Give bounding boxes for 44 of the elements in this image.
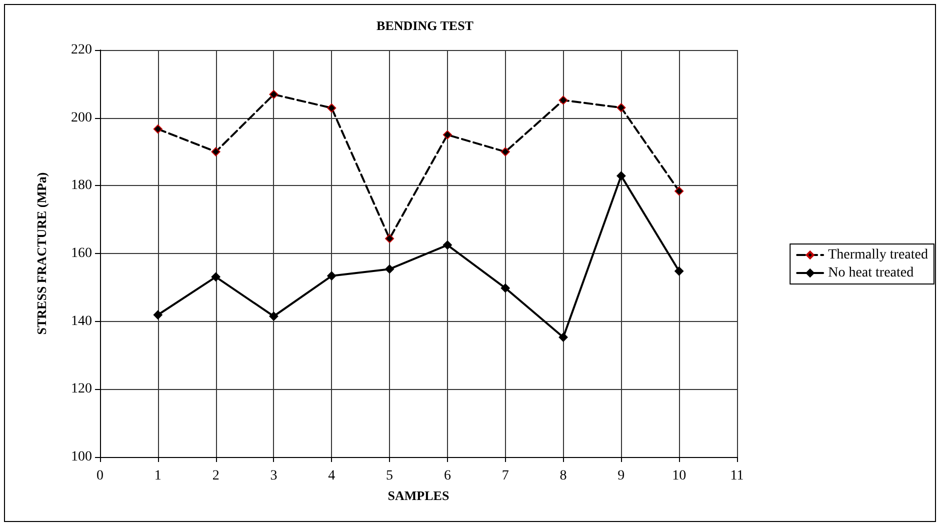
point (385, 234, 394, 244)
point (153, 310, 162, 320)
point (558, 96, 568, 105)
point (269, 90, 278, 99)
y-tick-label: 100 (71, 450, 92, 464)
y-axis-title: STRESS FRACTURE (MPa) (34, 172, 49, 335)
point (674, 266, 684, 276)
point (153, 124, 162, 134)
y-tick-label: 160 (71, 246, 92, 261)
legend-label: No heat treated (828, 266, 914, 280)
y-tick-label: 200 (71, 110, 92, 126)
point (500, 284, 510, 293)
x-tick-label: 5 (386, 468, 394, 484)
point (327, 271, 336, 280)
point (385, 264, 394, 274)
x-tick-label: 0 (96, 468, 104, 484)
x-tick-label: 6 (444, 468, 451, 484)
chart-title: BENDING TEST (376, 18, 474, 33)
point (442, 240, 452, 250)
point (442, 130, 452, 140)
x-tick-label: 7 (502, 468, 509, 484)
x-tick-label: 1 (154, 468, 162, 484)
legend-label: Thermally treated (828, 248, 928, 262)
x-tick-label: 11 (730, 468, 744, 484)
point (211, 272, 220, 282)
point (327, 103, 336, 112)
point (616, 171, 626, 180)
point (269, 312, 278, 321)
y-tick-label: 220 (71, 42, 92, 58)
x-axis-title: SAMPLES (388, 488, 450, 503)
point (500, 147, 510, 156)
x-tick-label: 8 (560, 468, 567, 484)
y-tick-label: 180 (71, 178, 92, 194)
point (616, 103, 626, 112)
point (674, 186, 684, 196)
point (558, 332, 568, 342)
x-tick-label: 3 (270, 468, 278, 484)
x-tick-label: 2 (212, 468, 220, 484)
x-tick-label: 10 (672, 468, 686, 484)
y-tick-label: 140 (71, 314, 92, 329)
point (211, 147, 220, 156)
x-tick-label: 4 (328, 468, 336, 484)
x-tick-label: 9 (618, 468, 625, 484)
y-tick-label: 120 (71, 382, 92, 397)
